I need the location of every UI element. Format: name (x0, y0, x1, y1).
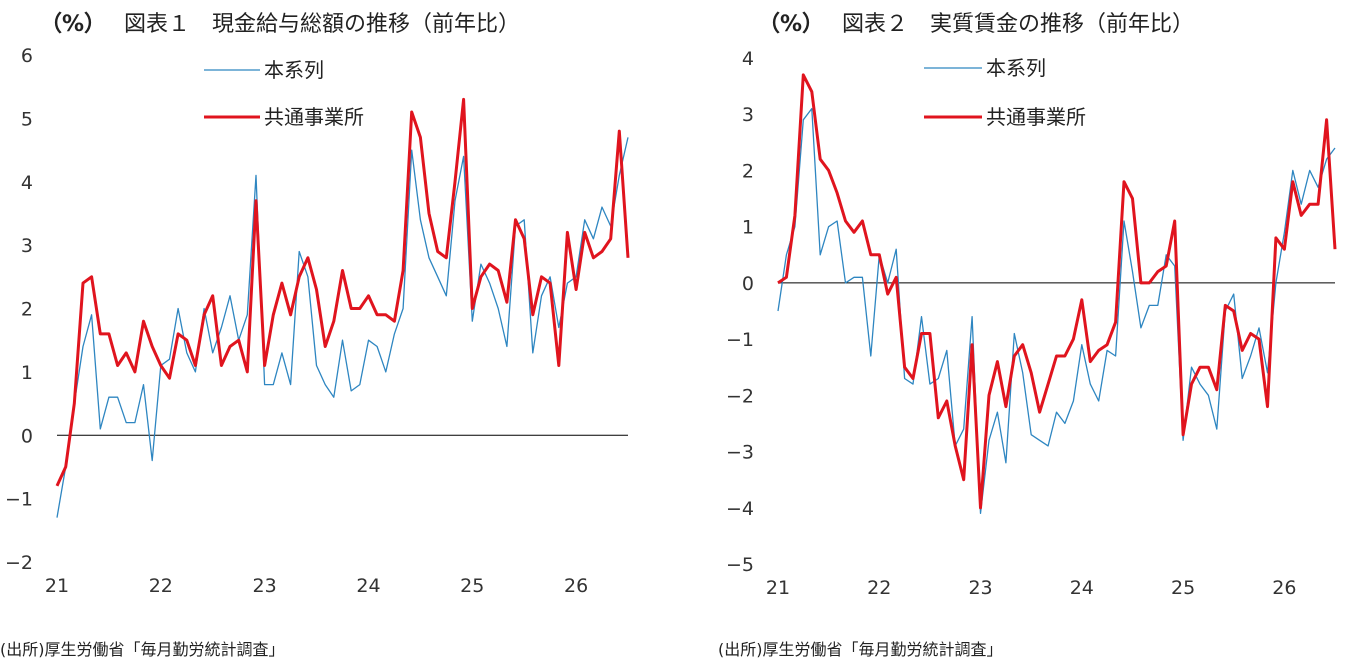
y-tick-label: −3 (726, 442, 754, 464)
y-tick-label: 1 (742, 217, 754, 239)
x-tick-label: 25 (460, 575, 484, 597)
y-tick-label: −4 (726, 498, 754, 520)
chart-title: （%） 図表２ 実質賃金の推移（前年比） (758, 6, 1194, 38)
x-tick-label: 25 (1171, 577, 1195, 599)
y-tick-label: −1 (726, 329, 754, 351)
series-line-common-establishments (777, 73, 1337, 510)
y-tick-label: −5 (726, 554, 754, 576)
chart-panel-2: （%） 図表２ 実質賃金の推移（前年比） 4 3 2 1 0 −1 −2 −3 −4 −5 21 22 2… (718, 0, 1355, 661)
y-tick-label: 3 (742, 104, 754, 126)
chart-panel-1: （%） 図表１ 現金給与総額の推移（前年比） 6 5 4 3 2 1 0 −1 −2 21 22 23 2… (0, 6, 630, 659)
y-tick-label: 2 (21, 299, 33, 321)
y-tick-label: 2 (742, 160, 754, 182)
x-tick-label: 26 (1272, 577, 1296, 599)
y-tick-label: 0 (21, 425, 33, 447)
legend-label: 共通事業所 (986, 105, 1086, 129)
series-line-headline (777, 107, 1336, 515)
x-tick-label: 21 (45, 575, 69, 597)
chart-title: （%） 図表１ 現金給与総額の推移（前年比） (40, 6, 520, 38)
source-note: (出所)厚生労働省「毎月勤労統計調査」 (718, 640, 1003, 659)
y-tick-label: 4 (742, 48, 754, 70)
y-tick-label: 4 (21, 172, 33, 194)
x-tick-label: 22 (149, 575, 173, 597)
x-tick-label: 23 (968, 577, 992, 599)
legend-label: 本系列 (264, 58, 324, 82)
x-tick-label: 24 (1070, 577, 1094, 599)
series-line-common-establishments (55, 97, 630, 487)
x-tick-label: 23 (253, 575, 277, 597)
y-tick-label: 0 (742, 273, 754, 295)
y-tick-label: 6 (21, 45, 33, 67)
y-tick-label: −1 (5, 489, 33, 511)
series-line-headline (56, 137, 629, 518)
x-tick-label: 22 (867, 577, 891, 599)
y-unit-label: （%） (758, 12, 825, 37)
x-tick-label: 21 (766, 577, 790, 599)
y-tick-label: 1 (21, 362, 33, 384)
y-tick-label: −2 (726, 385, 754, 407)
x-tick-label: 24 (356, 575, 380, 597)
title-text: 図表２ 実質賃金の推移（前年比） (842, 12, 1195, 37)
x-tick-label: 26 (564, 575, 588, 597)
y-tick-label: −2 (5, 552, 33, 574)
y-unit-label: （%） (40, 12, 107, 37)
y-tick-label: 5 (21, 108, 33, 130)
title-text: 図表１ 現金給与総額の推移（前年比） (124, 12, 521, 37)
legend-label: 共通事業所 (264, 105, 364, 129)
legend-label: 本系列 (986, 56, 1046, 80)
y-tick-label: 3 (21, 235, 33, 257)
source-note: (出所)厚生労働省「毎月勤労統計調査」 (0, 640, 285, 659)
